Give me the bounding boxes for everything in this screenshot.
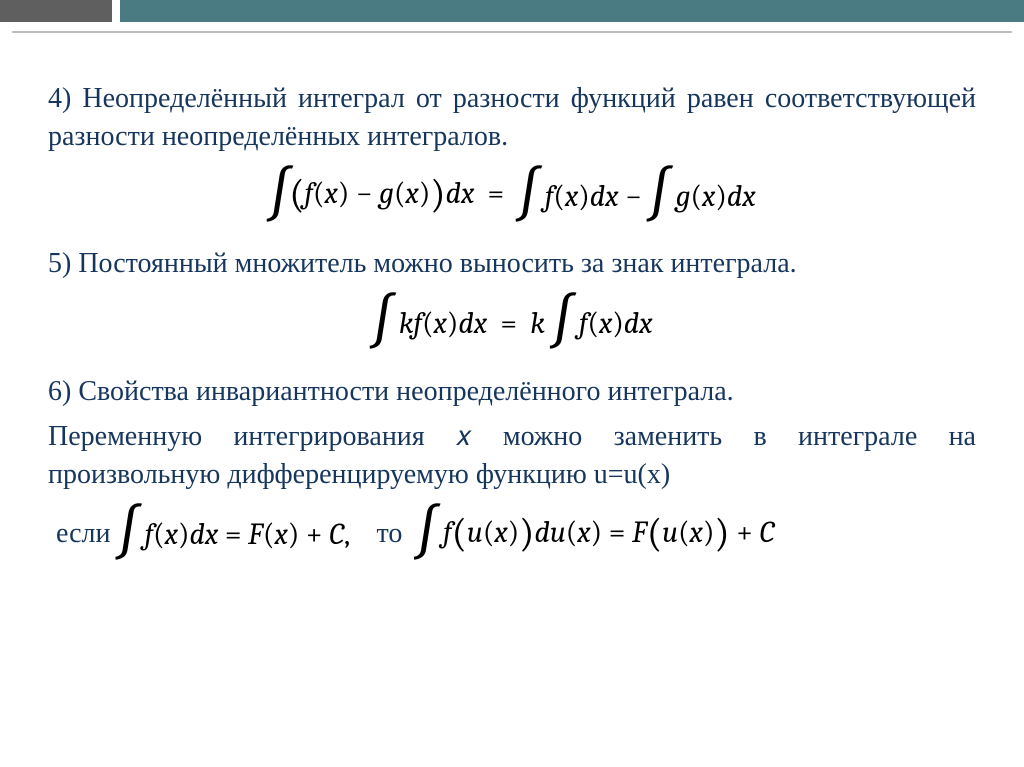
content-area: 4) Неопределённый интеграл от разности ф… [48,80,976,584]
item-6-heading: 6) Свойства инвариантности неопределённо… [48,373,976,411]
horizontal-rule [12,31,1012,33]
item-4-text: 4) Неопределённый интеграл от разности ф… [48,80,976,156]
slide: 4) Неопределённый интеграл от разности ф… [0,0,1024,767]
topbar [0,0,1024,22]
item-6-body: Переменную интегрирования 𝑥 можно замени… [48,418,976,494]
then-label: то [377,518,403,549]
item-5-text: 5) Постоянный множитель можно выносить з… [48,245,976,283]
item-5-formula: ∫ kf(x)dx = k ∫ f(x)dx [48,293,976,355]
topbar-segment-divider [112,0,120,22]
item-4-formula: ∫(f(x) − g(x))dx = ∫ f(x)dx − ∫ g(x)dx [48,166,976,228]
if-label: если [56,518,111,549]
topbar-segment-left [0,0,112,22]
item-6-formula: если ∫ f(x)dx = F(x) + C, то ∫ f(u(x))du… [48,504,976,566]
